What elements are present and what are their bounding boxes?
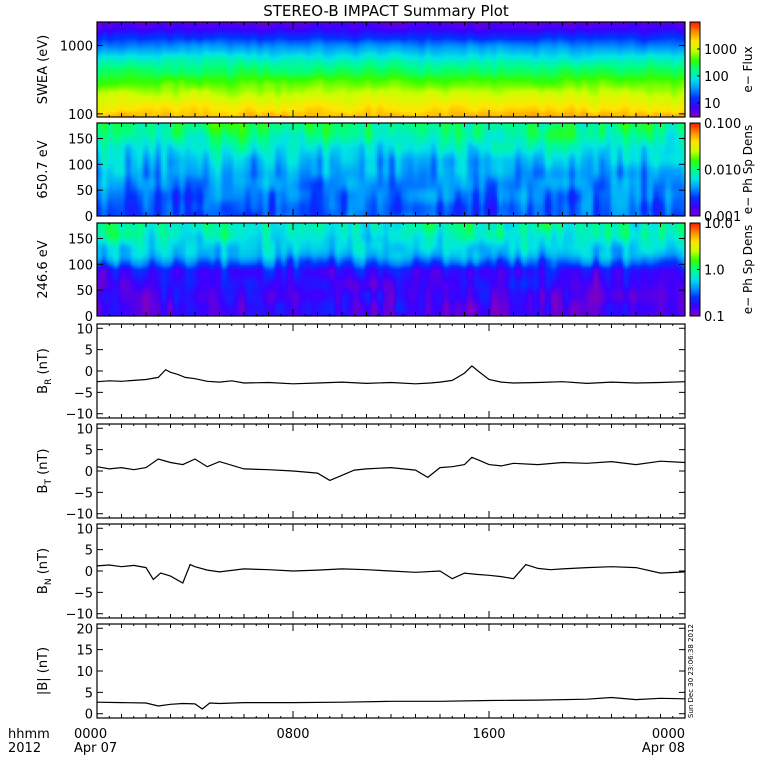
y-axis-label-pad246: 246.6 eV xyxy=(36,240,51,298)
y-tick-label: 100 xyxy=(68,158,93,173)
colorbar-frame-swea xyxy=(689,21,701,118)
y-tick-label: 50 xyxy=(76,284,93,299)
y-tick-label: 50 xyxy=(76,184,93,199)
colorbar-label-swea: e− Flux xyxy=(741,46,755,92)
time-tick-label: 1600 xyxy=(472,727,505,742)
y-tick-label: 10 xyxy=(76,522,93,537)
y-tick-label: −5 xyxy=(74,486,93,501)
y-axis-label-pad650: 650.7 eV xyxy=(36,140,51,198)
colorbar-tick-label: 1000 xyxy=(704,43,737,58)
y-axis-label-bn: BN (nT) xyxy=(36,548,54,594)
y-tick-label: 15 xyxy=(76,644,93,659)
y-tick-label: 100 xyxy=(68,108,93,123)
panel-bt: −10 −5 0 5 10 BT (nT) xyxy=(36,422,686,523)
panel-bn: −10 −5 0 5 10 BN (nT) xyxy=(36,522,686,623)
y-axis-label-bt: BT (nT) xyxy=(36,449,54,494)
y-tick-label: 10 xyxy=(76,422,93,437)
colorbar-tick-label: 1.0 xyxy=(704,264,725,279)
y-tick-label: 5 xyxy=(85,686,93,701)
panel-swea: 10 100 1000 e− Flux 100 1000 SWEA (eV) xyxy=(36,21,755,123)
colorbar-tick-label: 0.100 xyxy=(704,117,741,132)
y-axis-label-bmag: |B| (nT) xyxy=(36,647,51,695)
colorbar-pad650 xyxy=(690,123,700,216)
colorbar-tick-label: 0.001 xyxy=(704,210,741,225)
heatmap-pad246 xyxy=(97,223,685,316)
series-line-bt xyxy=(96,456,686,482)
y-tick-label: 5 xyxy=(85,544,93,559)
plot-title: STEREO-B IMPACT Summary Plot xyxy=(263,2,509,20)
time-tick-date: Apr 07 xyxy=(74,741,117,756)
colorbar-tick-label: 0.010 xyxy=(704,164,741,179)
y-tick-label: 150 xyxy=(68,233,93,248)
colorbar-tick-label: 10.0 xyxy=(704,217,733,232)
y-tick-label: 0 xyxy=(85,310,93,325)
colorbar-pad246 xyxy=(690,223,700,316)
series-line-br xyxy=(96,365,686,385)
colorbar-tick-label: 0.1 xyxy=(704,310,725,325)
y-tick-label: −10 xyxy=(66,508,93,523)
time-tick-label: 0000 xyxy=(652,727,685,742)
y-tick-label: 5 xyxy=(85,444,93,459)
y-tick-label: 0 xyxy=(85,365,93,380)
y-tick-label: −10 xyxy=(66,608,93,623)
colorbar-label-pad650: e− Ph Sp Dens xyxy=(741,125,755,214)
y-axis-label-swea: SWEA (eV) xyxy=(36,35,51,104)
series-line-bn xyxy=(96,563,686,584)
colorbar-tick-label: 100 xyxy=(704,70,729,85)
panel-pad246: 0.1 1.0 10.0 e− Ph Sp Dens 0 50 100 150 246.6 eV xyxy=(36,217,755,325)
series-line-bmag xyxy=(96,696,686,710)
time-tick-label: 0800 xyxy=(276,727,309,742)
y-tick-label: 0 xyxy=(85,708,93,723)
frame-br xyxy=(96,323,686,419)
y-tick-label: 20 xyxy=(76,622,93,637)
y-tick-label: −10 xyxy=(66,408,93,423)
colorbar-swea xyxy=(690,22,700,117)
y-tick-label: −5 xyxy=(74,386,93,401)
panel-br: −10 −5 0 5 10 BR (nT) xyxy=(36,322,686,423)
y-tick-label: 5 xyxy=(85,344,93,359)
frame-bt xyxy=(96,423,686,519)
y-tick-label: −5 xyxy=(74,586,93,601)
y-tick-label: 0 xyxy=(85,565,93,580)
heatmap-pad650 xyxy=(97,123,685,216)
y-tick-label: 10 xyxy=(76,665,93,680)
colorbar-label-pad246: e− Ph Sp Dens xyxy=(741,225,755,314)
y-tick-label: 0 xyxy=(85,465,93,480)
y-axis-label-br: BR (nT) xyxy=(36,348,54,394)
colorbar-tick-label: 10 xyxy=(704,97,721,112)
heatmap-swea xyxy=(97,22,685,117)
time-tick-label: 0000 xyxy=(74,727,107,742)
y-tick-label: 0 xyxy=(85,210,93,225)
y-tick-label: 1000 xyxy=(60,39,93,54)
time-label-year: 2012 xyxy=(8,741,41,756)
time-label-hhmm: hhmm xyxy=(8,727,50,742)
y-tick-label: 150 xyxy=(68,133,93,148)
y-tick-label: 10 xyxy=(76,322,93,337)
y-tick-label: 100 xyxy=(68,258,93,273)
panel-bmag: 0 5 10 15 20 |B| (nT) xyxy=(36,622,686,723)
time-tick-date: Apr 08 xyxy=(642,741,685,756)
timestamp-stamp: Sun Dec 30 23:06:38 2012 xyxy=(687,624,695,718)
